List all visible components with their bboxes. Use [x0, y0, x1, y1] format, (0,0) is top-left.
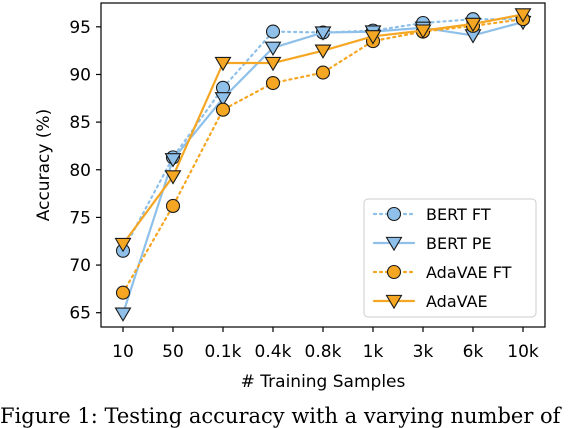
y-tick-label: 75 [69, 208, 91, 228]
data-point-bert-pe [314, 26, 332, 41]
chart-series-layer [114, 8, 532, 322]
legend-label-adavae: AdaVAE [426, 292, 488, 311]
y-tick-label: 80 [69, 161, 91, 181]
data-point-adavae [164, 170, 182, 185]
data-point-adavae [114, 237, 132, 253]
x-tick-label: 10k [507, 342, 539, 362]
data-point-bert-pe [114, 307, 132, 322]
legend-marker-bert-pe [385, 236, 403, 252]
legend-marker-adavae-ft [386, 264, 402, 280]
series-adavae [114, 8, 532, 253]
legend-label-bert-ft: BERT FT [426, 205, 491, 224]
x-tick-label: 10 [112, 342, 134, 362]
chart-legend: BERT FT BERT PE AdaVAE FT AdaVAE [363, 198, 537, 318]
data-point-adavae [364, 30, 382, 45]
y-tick-label: 90 [69, 65, 91, 85]
legend-item-adavae-ft: AdaVAE FT [372, 263, 512, 282]
y-tick-label: 85 [69, 113, 91, 133]
data-point-bert-pe [164, 153, 182, 168]
y-axis-title: Accuracy (%) [34, 109, 54, 221]
data-point-adavae [514, 8, 532, 23]
data-point-adavae [264, 56, 282, 72]
data-point-adavae-ft [315, 65, 331, 80]
data-point-bert-pe [264, 41, 282, 56]
x-tick-label: 6k [463, 342, 484, 362]
x-tick-label: 1k [363, 342, 384, 362]
data-point-adavae-ft [215, 102, 231, 117]
y-tick-label: 65 [69, 304, 91, 324]
x-tick-label: 50 [162, 342, 184, 362]
line-chart: 65 70 75 80 85 90 95 10 50 0.1k 0.4k 0.8k 1k 3k 6k 10k #… [34, 2, 546, 392]
chart-axes-layer: 65 70 75 80 85 90 95 10 50 0.1k 0.4k 0.8k 1k 3k 6k 10k #… [34, 2, 546, 392]
legend-label-adavae-ft: AdaVAE FT [426, 263, 512, 282]
x-axis-title: # Training Samples [241, 372, 406, 392]
legend-label-bert-pe: BERT PE [426, 234, 492, 253]
x-tick-label: 0.4k [255, 342, 292, 362]
data-point-adavae [314, 44, 332, 59]
data-point-adavae [214, 56, 232, 72]
data-point-adavae-ft [115, 285, 131, 300]
figure-caption: Figure 1: Testing accuracy with a varyin… [0, 404, 561, 428]
x-tick-label: 3k [413, 342, 434, 362]
series-line-bert-ft [121, 18, 525, 252]
legend-item-adavae: AdaVAE [372, 292, 488, 311]
y-tick-label: 95 [69, 18, 91, 38]
data-point-bert-ft [265, 24, 281, 39]
y-tick-label: 70 [69, 256, 91, 276]
data-point-bert-pe [214, 92, 232, 107]
data-point-adavae-ft [165, 198, 181, 214]
legend-box [363, 198, 537, 318]
data-point-adavae [414, 24, 432, 39]
data-point-adavae-ft [265, 75, 281, 91]
x-tick-label: 0.1k [205, 342, 242, 362]
legend-item-bert-pe: BERT PE [372, 234, 492, 253]
legend-marker-adavae [385, 294, 403, 310]
data-point-adavae [464, 17, 482, 33]
legend-marker-bert-ft [386, 206, 402, 222]
legend-item-bert-ft: BERT FT [372, 205, 491, 224]
x-tick-label: 0.8k [305, 342, 342, 362]
